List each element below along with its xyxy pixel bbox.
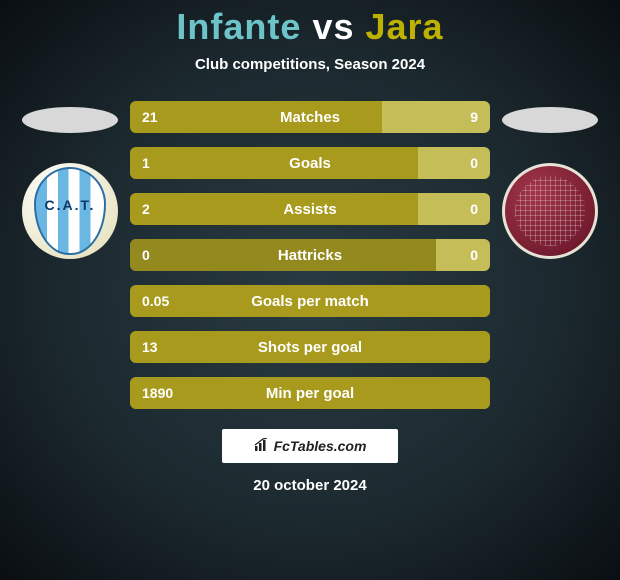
stat-row: 20Assists bbox=[130, 193, 490, 225]
stat-fill-right bbox=[418, 193, 490, 225]
stat-row: 00Hattricks bbox=[130, 239, 490, 271]
stat-row: 10Goals bbox=[130, 147, 490, 179]
stat-fill-right bbox=[418, 147, 490, 179]
stat-value-left: 13 bbox=[142, 339, 158, 355]
stat-value-right: 0 bbox=[470, 201, 478, 217]
page-title: Infante vs Jara bbox=[176, 6, 443, 48]
stat-value-left: 2 bbox=[142, 201, 150, 217]
stat-value-left: 0.05 bbox=[142, 293, 169, 309]
watermark-text: FcTables.com bbox=[274, 438, 367, 454]
stat-value-left: 1890 bbox=[142, 385, 173, 401]
stat-row: 0.05Goals per match bbox=[130, 285, 490, 317]
stat-value-left: 1 bbox=[142, 155, 150, 171]
watermark: FcTables.com bbox=[222, 429, 398, 463]
stat-row: 219Matches bbox=[130, 101, 490, 133]
club-logo-left-text: C.A.T. bbox=[22, 197, 118, 213]
stat-fill-left bbox=[130, 239, 436, 271]
club-logo-left: C.A.T. bbox=[22, 163, 118, 259]
stat-value-right: 9 bbox=[470, 109, 478, 125]
stat-fill-left bbox=[130, 331, 490, 363]
title-player2: Jara bbox=[366, 6, 444, 47]
player-shadow-left bbox=[22, 107, 118, 133]
stat-row: 13Shots per goal bbox=[130, 331, 490, 363]
date-text: 20 october 2024 bbox=[253, 477, 366, 494]
main-row: C.A.T. 219Matches10Goals20Assists00Hattr… bbox=[0, 101, 620, 409]
stat-fill-left bbox=[130, 147, 418, 179]
title-vs: vs bbox=[312, 6, 354, 47]
stat-value-left: 21 bbox=[142, 109, 158, 125]
stat-value-right: 0 bbox=[470, 155, 478, 171]
stat-fill-left bbox=[130, 377, 490, 409]
stat-fill-right bbox=[436, 239, 490, 271]
player-shadow-right bbox=[502, 107, 598, 133]
right-side bbox=[490, 101, 610, 259]
stat-bars: 219Matches10Goals20Assists00Hattricks0.0… bbox=[130, 101, 490, 409]
subtitle: Club competitions, Season 2024 bbox=[195, 56, 425, 73]
club-logo-right-hatch bbox=[515, 176, 585, 246]
stat-fill-left bbox=[130, 285, 490, 317]
content-container: Infante vs Jara Club competitions, Seaso… bbox=[0, 0, 620, 580]
stat-value-left: 0 bbox=[142, 247, 150, 263]
stat-value-right: 0 bbox=[470, 247, 478, 263]
stat-fill-left bbox=[130, 193, 418, 225]
left-side: C.A.T. bbox=[10, 101, 130, 259]
club-logo-right bbox=[502, 163, 598, 259]
chart-icon bbox=[254, 438, 270, 455]
stat-row: 1890Min per goal bbox=[130, 377, 490, 409]
title-player1: Infante bbox=[176, 6, 301, 47]
stat-fill-left bbox=[130, 101, 382, 133]
